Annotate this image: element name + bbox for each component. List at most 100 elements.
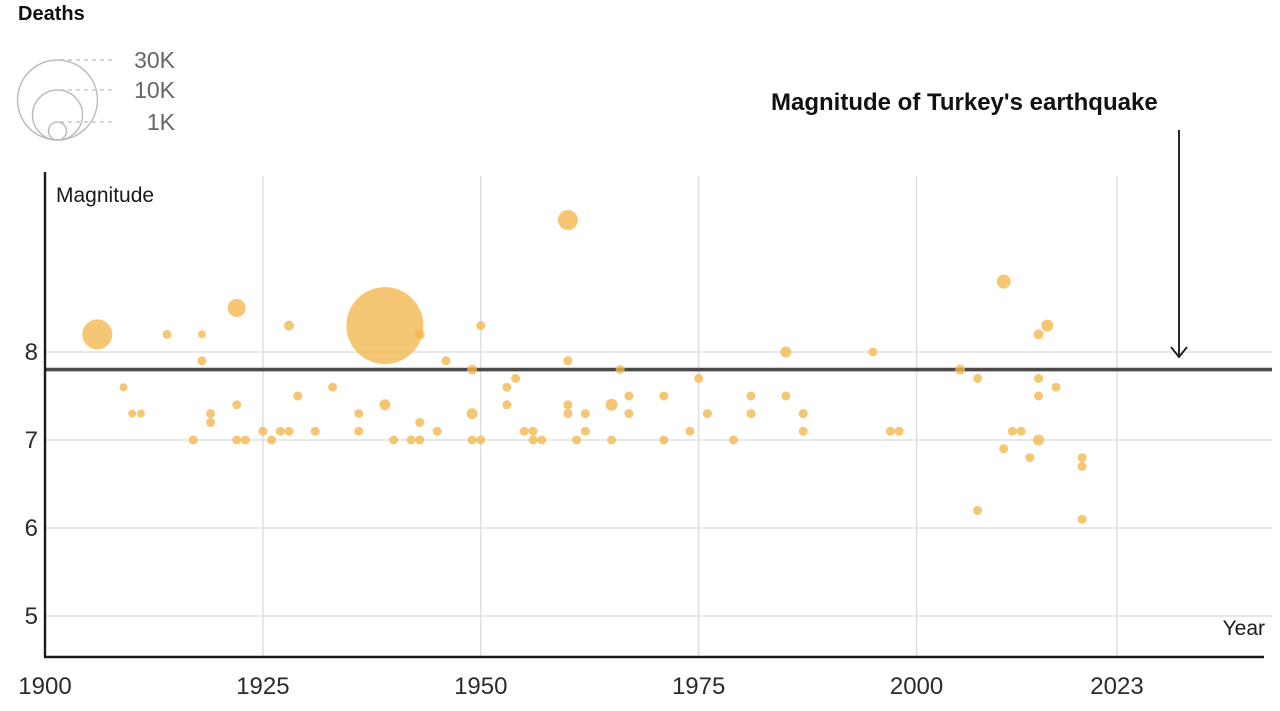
data-point <box>197 330 206 339</box>
x-tick-label: 1975 <box>672 673 725 700</box>
data-point <box>441 356 451 366</box>
x-tick-label: 2000 <box>890 673 943 700</box>
data-point <box>1033 329 1044 340</box>
data-point <box>1077 461 1087 471</box>
data-point <box>240 435 250 445</box>
legend-title: Deaths <box>18 3 85 25</box>
data-point <box>389 435 399 445</box>
data-point <box>996 274 1011 289</box>
legend-circle <box>31 89 84 141</box>
data-point <box>346 287 424 365</box>
data-point <box>275 426 285 436</box>
data-point <box>607 435 617 445</box>
data-point <box>780 346 792 358</box>
data-point <box>511 373 521 383</box>
data-point <box>162 329 172 339</box>
reference-line-annotation: Magnitude of Turkey's earthquake <box>771 89 1158 116</box>
data-point <box>868 347 878 357</box>
data-point <box>414 329 425 340</box>
data-point <box>1007 426 1017 436</box>
y-tick-label: 8 <box>25 339 38 366</box>
data-point <box>466 408 478 420</box>
data-point <box>1041 319 1054 332</box>
data-point <box>624 391 634 401</box>
data-point <box>973 373 983 383</box>
data-point <box>894 426 904 436</box>
x-tick-label: 1900 <box>18 673 71 700</box>
data-point <box>1051 382 1061 392</box>
data-point <box>188 435 198 445</box>
data-point <box>615 365 625 375</box>
data-point <box>572 435 582 445</box>
y-tick-label: 5 <box>25 603 38 630</box>
data-point <box>624 409 634 419</box>
data-point <box>232 435 242 445</box>
data-point <box>973 505 983 515</box>
data-point <box>729 435 739 445</box>
data-point <box>82 319 113 350</box>
legend-size-label: 10K <box>134 77 176 103</box>
data-point <box>310 426 320 436</box>
data-point <box>379 399 391 411</box>
data-point <box>206 417 216 427</box>
data-point <box>128 409 137 418</box>
data-point <box>232 400 242 410</box>
data-point <box>328 382 338 392</box>
data-point <box>955 364 966 375</box>
legend-circle <box>16 59 99 141</box>
data-point <box>528 435 538 445</box>
data-point <box>284 320 295 331</box>
data-point <box>1016 426 1026 436</box>
data-point <box>502 400 512 410</box>
data-point <box>284 426 294 436</box>
data-point <box>659 435 669 445</box>
data-point <box>406 435 416 445</box>
data-point <box>563 356 573 366</box>
data-point <box>999 444 1009 454</box>
data-point <box>519 426 529 436</box>
annotation-arrowhead <box>1170 346 1188 359</box>
data-point <box>258 426 268 436</box>
data-point <box>563 400 573 410</box>
legend-circle <box>47 121 68 141</box>
data-point <box>1025 453 1035 463</box>
data-point <box>580 409 590 419</box>
data-point <box>227 299 246 317</box>
data-point <box>781 391 791 401</box>
data-point <box>467 364 478 375</box>
x-tick-label: 2023 <box>1090 673 1143 700</box>
data-point <box>467 435 477 445</box>
data-point <box>1033 434 1045 446</box>
data-point <box>563 409 573 419</box>
data-point <box>537 435 547 445</box>
data-point <box>354 426 364 436</box>
data-point <box>528 426 538 436</box>
data-point <box>1034 373 1044 383</box>
legend-size-label: 30K <box>134 47 176 73</box>
y-tick-label: 6 <box>25 515 38 542</box>
data-point <box>746 391 756 401</box>
data-point <box>557 210 578 230</box>
data-point <box>1077 453 1087 463</box>
data-point <box>197 356 207 366</box>
data-point <box>694 373 704 383</box>
x-tick-label: 1925 <box>236 673 289 700</box>
data-point <box>415 417 425 427</box>
data-point <box>415 435 425 445</box>
data-point <box>119 383 128 392</box>
data-point <box>354 409 364 419</box>
data-point <box>798 409 808 419</box>
data-point <box>502 382 512 392</box>
data-point <box>1077 514 1087 524</box>
data-point <box>432 426 442 436</box>
x-axis-title: Year <box>1222 617 1265 640</box>
data-point <box>702 409 712 419</box>
data-point <box>1034 391 1044 401</box>
x-tick-label: 1950 <box>454 673 507 700</box>
data-point <box>605 398 618 411</box>
data-point <box>476 321 486 331</box>
data-point <box>267 435 277 445</box>
legend-size-label: 1K <box>147 109 176 135</box>
